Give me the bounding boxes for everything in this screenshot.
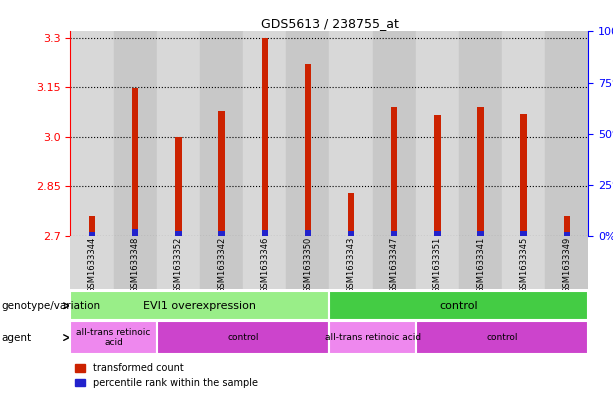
Bar bbox=[157, 321, 330, 354]
Text: control: control bbox=[486, 333, 518, 342]
Bar bbox=[459, 31, 502, 236]
Bar bbox=[416, 236, 459, 289]
Text: agent: agent bbox=[1, 332, 31, 343]
Bar bbox=[478, 231, 484, 236]
Bar bbox=[70, 236, 113, 289]
Bar bbox=[330, 31, 373, 236]
Bar bbox=[243, 236, 286, 289]
Bar bbox=[305, 230, 311, 236]
Bar bbox=[89, 216, 95, 236]
Bar bbox=[286, 31, 330, 236]
Bar bbox=[546, 236, 588, 289]
Bar bbox=[70, 321, 157, 354]
Bar bbox=[243, 31, 286, 236]
Bar bbox=[373, 236, 416, 289]
Text: genotype/variation: genotype/variation bbox=[1, 301, 101, 311]
Text: all-trans retinoic
acid: all-trans retinoic acid bbox=[77, 328, 151, 347]
Bar bbox=[305, 64, 311, 236]
Bar bbox=[175, 231, 181, 236]
Bar bbox=[434, 231, 441, 236]
Bar bbox=[520, 231, 527, 236]
Text: GSM1633346: GSM1633346 bbox=[261, 237, 269, 293]
Bar bbox=[113, 236, 157, 289]
Text: GSM1633347: GSM1633347 bbox=[390, 237, 398, 293]
Bar bbox=[200, 236, 243, 289]
Text: GSM1633343: GSM1633343 bbox=[346, 237, 356, 293]
Bar bbox=[502, 236, 546, 289]
Bar bbox=[564, 232, 570, 236]
Bar bbox=[157, 31, 200, 236]
Bar bbox=[502, 31, 546, 236]
Text: control: control bbox=[227, 333, 259, 342]
Text: GSM1633351: GSM1633351 bbox=[433, 237, 442, 293]
Bar bbox=[262, 230, 268, 236]
Text: GSM1633349: GSM1633349 bbox=[562, 237, 571, 293]
Text: control: control bbox=[440, 301, 478, 310]
Bar bbox=[218, 231, 225, 236]
Bar bbox=[546, 31, 588, 236]
Text: GSM1633352: GSM1633352 bbox=[174, 237, 183, 293]
Bar bbox=[330, 321, 416, 354]
Bar bbox=[132, 229, 139, 236]
Bar bbox=[348, 231, 354, 236]
Text: GSM1633342: GSM1633342 bbox=[217, 237, 226, 293]
Bar bbox=[70, 31, 113, 236]
Bar bbox=[520, 114, 527, 236]
Text: all-trans retinoic acid: all-trans retinoic acid bbox=[325, 333, 421, 342]
Bar bbox=[200, 31, 243, 236]
Bar bbox=[434, 116, 441, 236]
Bar bbox=[113, 31, 157, 236]
Bar bbox=[459, 236, 502, 289]
Text: GSM1633344: GSM1633344 bbox=[88, 237, 97, 293]
Bar bbox=[157, 236, 200, 289]
Bar bbox=[175, 137, 181, 236]
Bar bbox=[416, 321, 588, 354]
Text: EVI1 overexpression: EVI1 overexpression bbox=[143, 301, 256, 310]
Bar bbox=[262, 38, 268, 236]
Legend: transformed count, percentile rank within the sample: transformed count, percentile rank withi… bbox=[75, 363, 258, 388]
Bar bbox=[89, 232, 95, 236]
Bar bbox=[218, 110, 225, 236]
Bar bbox=[564, 216, 570, 236]
Text: GSM1633348: GSM1633348 bbox=[131, 237, 140, 293]
Text: GSM1633341: GSM1633341 bbox=[476, 237, 485, 293]
Bar bbox=[416, 31, 459, 236]
Bar bbox=[478, 107, 484, 236]
Title: GDS5613 / 238755_at: GDS5613 / 238755_at bbox=[261, 17, 398, 30]
Bar bbox=[330, 291, 588, 320]
Bar bbox=[330, 236, 373, 289]
Bar bbox=[132, 88, 139, 236]
Bar bbox=[373, 31, 416, 236]
Text: GSM1633350: GSM1633350 bbox=[303, 237, 313, 293]
Bar bbox=[391, 231, 397, 236]
Bar bbox=[348, 193, 354, 236]
Text: GSM1633345: GSM1633345 bbox=[519, 237, 528, 293]
Bar bbox=[286, 236, 330, 289]
Bar bbox=[391, 107, 397, 236]
Bar bbox=[70, 291, 330, 320]
